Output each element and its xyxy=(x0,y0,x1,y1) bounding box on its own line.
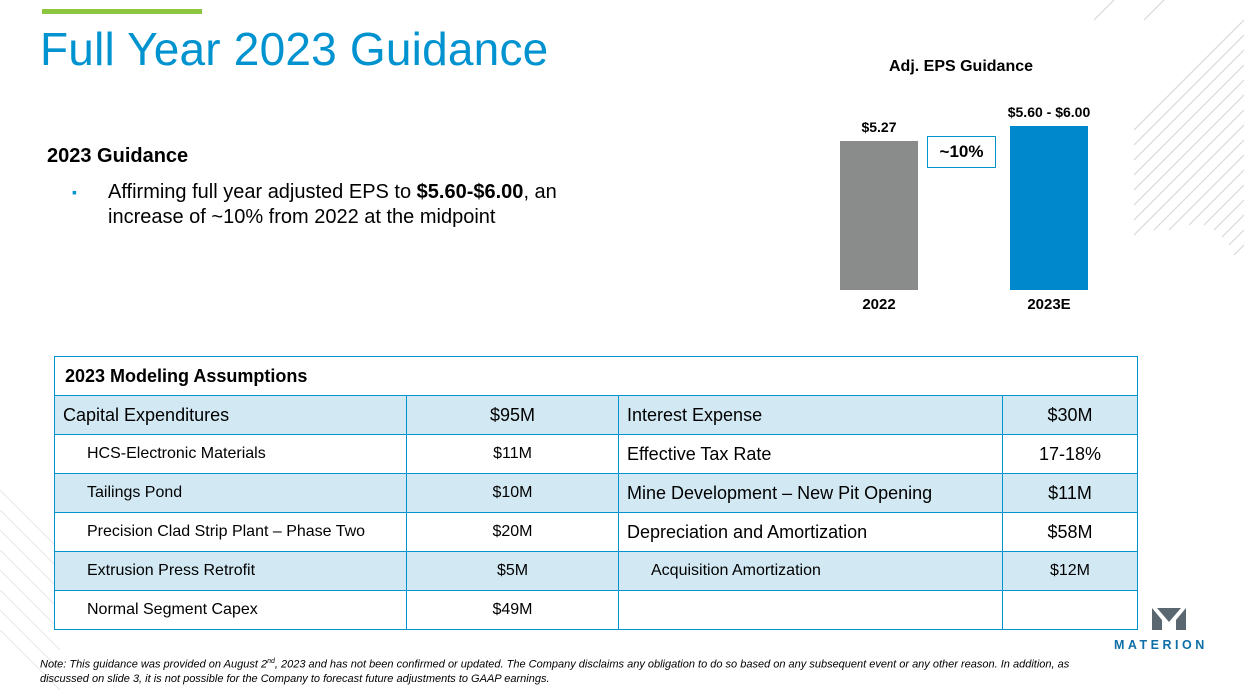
row-value-left: $49M xyxy=(406,590,619,630)
row-value-right: $58M xyxy=(1001,512,1139,552)
row-value-left: $11M xyxy=(406,434,619,474)
bullet-square-icon: ▪ xyxy=(72,184,77,200)
bullet-text-bold: $5.60-$6.00 xyxy=(416,181,524,203)
row-value-left: $20M xyxy=(406,512,619,552)
bullet-text-prefix: Affirming full year adjusted EPS to xyxy=(108,181,417,203)
guidance-bullet: Affirming full year adjusted EPS to $5.6… xyxy=(108,180,628,230)
category-label: 2023E xyxy=(1027,296,1071,313)
row-label-right: Acquisition Amortization xyxy=(618,551,1003,591)
chart-title: Adj. EPS Guidance xyxy=(888,58,1034,75)
row-value-left: $95M xyxy=(406,395,619,435)
row-label-left: Capital Expenditures xyxy=(54,395,407,435)
row-label-left: Tailings Pond xyxy=(54,473,407,513)
bar-2022 xyxy=(840,141,918,290)
materion-logo-icon xyxy=(1152,608,1186,630)
row-label-right xyxy=(618,590,1003,630)
table-row: Tailings Pond $10M Mine Development – New … xyxy=(54,473,1139,513)
footnote-sup: nd xyxy=(267,658,275,665)
eps-guidance-chart: Adj. EPS Guidance ~10% $5.27 2022 $5.60 - … xyxy=(820,50,1120,330)
row-value-left: $5M xyxy=(406,551,619,591)
bar-value-label: $5.27 xyxy=(861,119,897,136)
row-label-right: Effective Tax Rate xyxy=(618,434,1003,474)
row-value-right: $11M xyxy=(1001,473,1139,513)
decorative-lines-bottom-left xyxy=(0,490,60,690)
row-value-right: $30M xyxy=(1001,395,1139,435)
guidance-heading: 2023 Guidance xyxy=(47,145,189,167)
logo-text: MATERION xyxy=(1114,638,1208,652)
modeling-assumptions-table: 2023 Modeling Assumptions Capital Expend… xyxy=(53,356,1139,630)
footnote-pre: Note: This guidance was provided on Augu… xyxy=(40,658,268,671)
row-label-right: Interest Expense xyxy=(618,395,1003,435)
row-label-left: HCS-Electronic Materials xyxy=(54,434,407,474)
category-label: 2022 xyxy=(862,296,896,313)
growth-annotation: ~10% xyxy=(927,136,996,168)
row-value-right xyxy=(1001,590,1139,630)
row-value-right: 17-18% xyxy=(1001,434,1139,474)
row-value-right: $12M xyxy=(1001,551,1139,591)
row-label-left: Normal Segment Capex xyxy=(54,590,407,630)
table-row: Precision Clad Strip Plant – Phase Two $2… xyxy=(54,512,1139,552)
row-label-right: Depreciation and Amortization xyxy=(618,512,1003,552)
bar-value-label: $5.60 - $6.00 xyxy=(1007,104,1091,121)
row-label-right: Mine Development – New Pit Opening xyxy=(618,473,1003,513)
bullet-text-suffix: , an increase of ~10% from 2022 at the m… xyxy=(108,181,557,228)
table-row: Extrusion Press Retrofit $5M Acquisition A… xyxy=(54,551,1139,591)
page-title: Full Year 2023 Guidance xyxy=(40,23,549,75)
row-label-left: Precision Clad Strip Plant – Phase Two xyxy=(54,512,407,552)
footnote-post: , 2023 and has not been confirmed or upd… xyxy=(40,658,1070,685)
table-row: Capital Expenditures $95M Interest Expense… xyxy=(54,395,1139,435)
table-row: Normal Segment Capex $49M xyxy=(54,590,1139,630)
table-title: 2023 Modeling Assumptions xyxy=(53,356,1139,396)
footnote: Note: This guidance was provided on Augu… xyxy=(40,655,1100,686)
table-row: HCS-Electronic Materials $11M Effective Ta… xyxy=(54,434,1139,474)
title-accent-bar xyxy=(42,9,202,14)
bar-2023E xyxy=(1010,126,1088,290)
row-label-left: Extrusion Press Retrofit xyxy=(54,551,407,591)
decorative-lines-top-right xyxy=(1094,0,1244,256)
row-value-left: $10M xyxy=(406,473,619,513)
